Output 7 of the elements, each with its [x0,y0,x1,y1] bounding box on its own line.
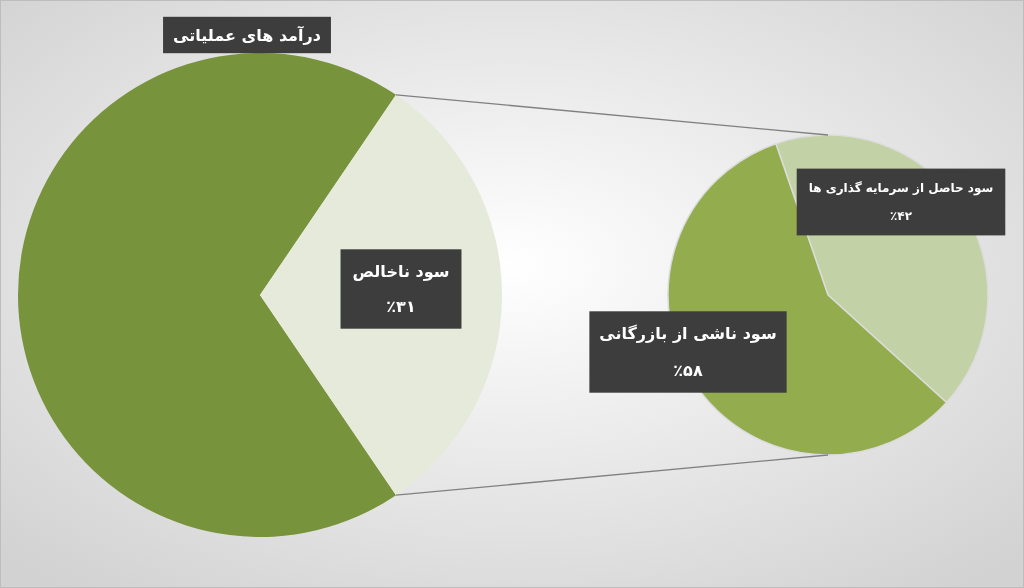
slice-label: سود ناشی از بازرگانی [599,324,777,343]
data-label: ٪۵۸ [673,361,703,380]
data-label: ٪۳۱ [386,297,416,316]
slice-label: سود حاصل از سرمایه گذاری ها [808,181,994,196]
slice-label: سود ناخالص [352,262,450,281]
data-label: ٪۴۲ [890,209,913,223]
slice-label: درآمد های عملیاتی [173,24,321,45]
